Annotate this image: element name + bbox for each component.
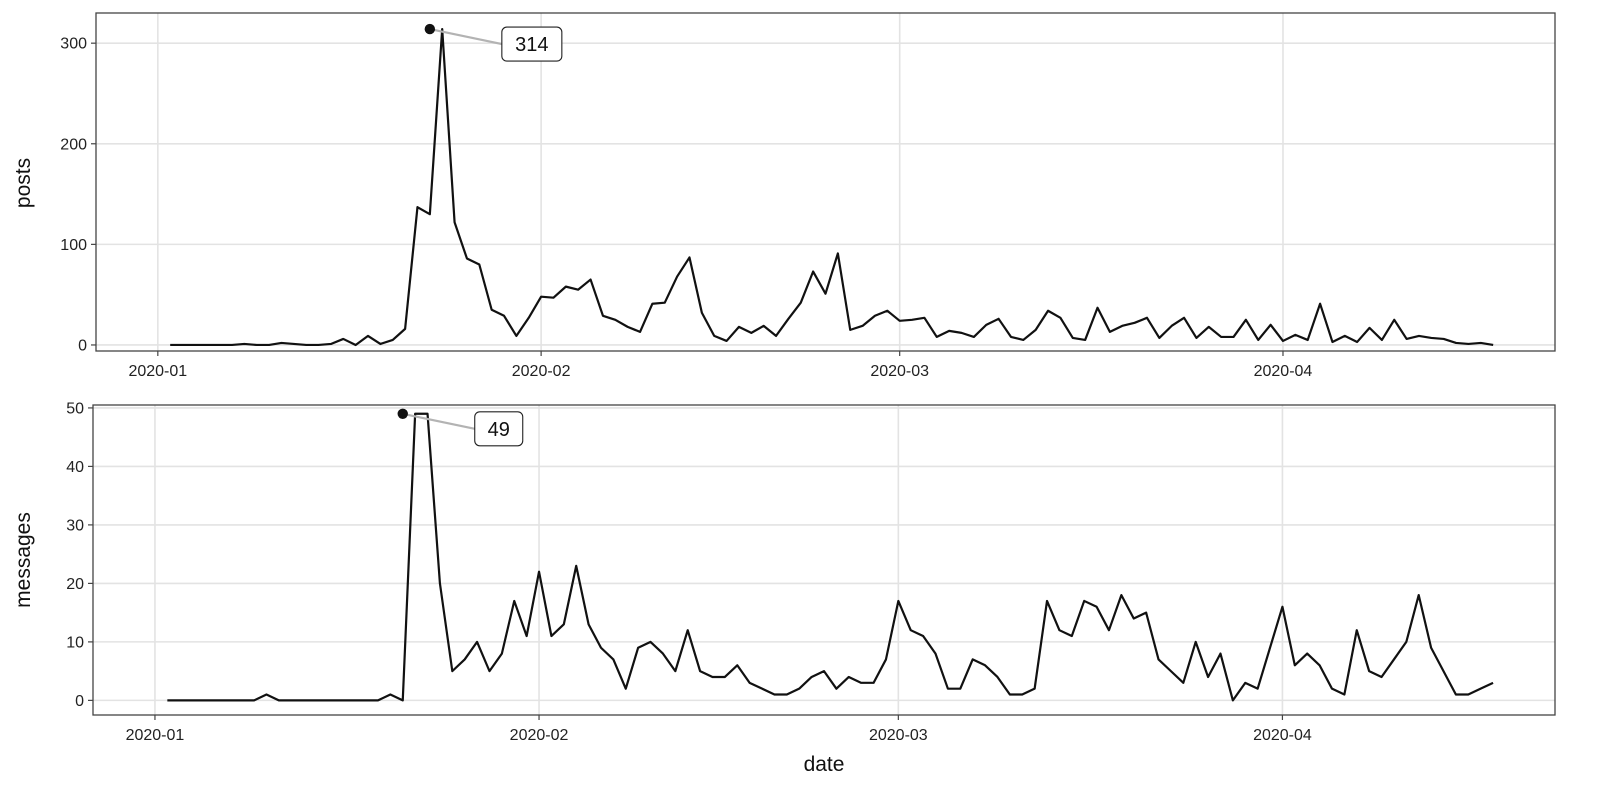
posts-y-tick-label: 300 xyxy=(60,36,87,53)
posts-callout-label: 314 xyxy=(515,34,548,56)
messages-series-line xyxy=(167,412,1494,702)
messages-callout-box xyxy=(474,411,524,447)
messages-peak-marker xyxy=(397,408,408,419)
posts-y-axis-title: posts xyxy=(12,158,35,208)
messages-y-tick-label: 20 xyxy=(66,576,84,593)
posts-x-tick-label: 2020-03 xyxy=(870,363,929,380)
messages-y-tick-label: 40 xyxy=(66,459,84,476)
posts-y-tick-label: 200 xyxy=(60,136,87,153)
posts-peak-marker xyxy=(424,23,436,35)
posts-x-tick-label: 2020-04 xyxy=(1254,363,1313,380)
messages-panel: 0 10 20 30 40 50 2020-01 2020-02 2020-03 2020-04 4… xyxy=(12,400,1556,776)
posts-x-tick-label: 2020-01 xyxy=(128,363,187,380)
posts-callout-leader xyxy=(429,28,503,46)
posts-panel-border xyxy=(95,12,1556,352)
posts-panel: 0 100 200 300 2020-01 2020-02 2020-03 2020-04 31… xyxy=(12,12,1556,380)
messages-y-tick-label: 0 xyxy=(75,693,84,710)
messages-panel-border xyxy=(92,404,1556,716)
posts-callout-box xyxy=(501,26,563,62)
messages-x-tick-label: 2020-02 xyxy=(510,727,569,744)
messages-x-tick-label: 2020-01 xyxy=(126,727,185,744)
posts-y-tick-label: 100 xyxy=(60,237,87,254)
messages-callout-leader xyxy=(402,412,475,430)
messages-x-tick-label: 2020-04 xyxy=(1253,727,1312,744)
messages-callout-label: 49 xyxy=(488,419,510,441)
messages-x-tick-label: 2020-03 xyxy=(869,727,928,744)
messages-y-tick-label: 50 xyxy=(66,400,84,417)
posts-x-tick-label: 2020-02 xyxy=(512,363,571,380)
messages-y-tick-label: 10 xyxy=(66,634,84,651)
messages-x-axis-title: date xyxy=(804,753,845,776)
posts-y-tick-label: 0 xyxy=(78,337,87,354)
posts-series-line xyxy=(170,28,1494,347)
messages-y-tick-label: 30 xyxy=(66,517,84,534)
messages-y-axis-title: messages xyxy=(12,512,35,608)
